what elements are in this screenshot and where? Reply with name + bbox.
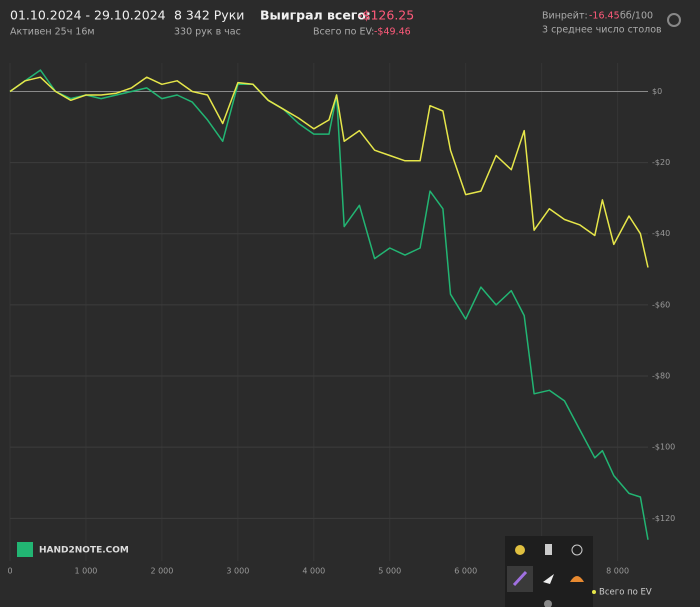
winrate-value: -16.45 [589,11,620,22]
tray-icon[interactable] [571,544,583,556]
x-tick-label: 6 000 [454,567,477,576]
winrate-label: Винрейт: [542,11,588,22]
won-value: -$126.25 [358,8,414,23]
series-line [9,69,649,540]
legend-label: Всего по EV [599,588,652,598]
ev-label: Всего по EV: [313,27,374,38]
logo: HAND2NOTE.COM [39,546,129,556]
y-tick-label: -$80 [652,372,670,381]
x-tick-label: 4 000 [302,567,325,576]
x-tick-label: 2 000 [150,567,173,576]
tray-icon[interactable] [545,544,552,555]
legend-marker [592,590,596,594]
tray-icon[interactable] [515,545,525,555]
active-time: Активен 25ч 16м [10,27,95,38]
avg-tables: 3 среднее число столов [542,25,662,36]
hands: 8 342 Руки [174,8,244,23]
ev-value: -$49.46 [374,27,411,38]
tray-icon[interactable] [512,570,528,587]
y-tick-label: -$100 [652,443,675,452]
y-tick-label: -$40 [652,229,670,238]
won-label: Выиграл всего: [260,8,371,23]
x-tick-label: 1 000 [74,567,97,576]
tray-icon[interactable] [543,574,554,584]
y-tick-label: $0 [652,87,662,96]
y-tick-label: -$60 [652,300,670,309]
hands-per-hour: 330 рук в час [174,27,241,38]
logo-mark [17,542,33,557]
x-tick-label: 8 000 [606,567,629,576]
series-line [9,76,649,268]
y-tick-label: -$20 [652,158,670,167]
y-tick-label: -$120 [652,514,675,523]
winrate-unit: бб/100 [620,11,653,22]
x-tick-label: 5 000 [378,567,401,576]
settings-icon[interactable] [667,13,681,27]
tray-icon[interactable] [544,600,552,607]
tray-icon[interactable] [570,576,584,582]
x-tick-label: 3 000 [226,567,249,576]
date-range: 01.10.2024 - 29.10.2024 [10,8,166,23]
x-tick-label: 0 [7,567,12,576]
